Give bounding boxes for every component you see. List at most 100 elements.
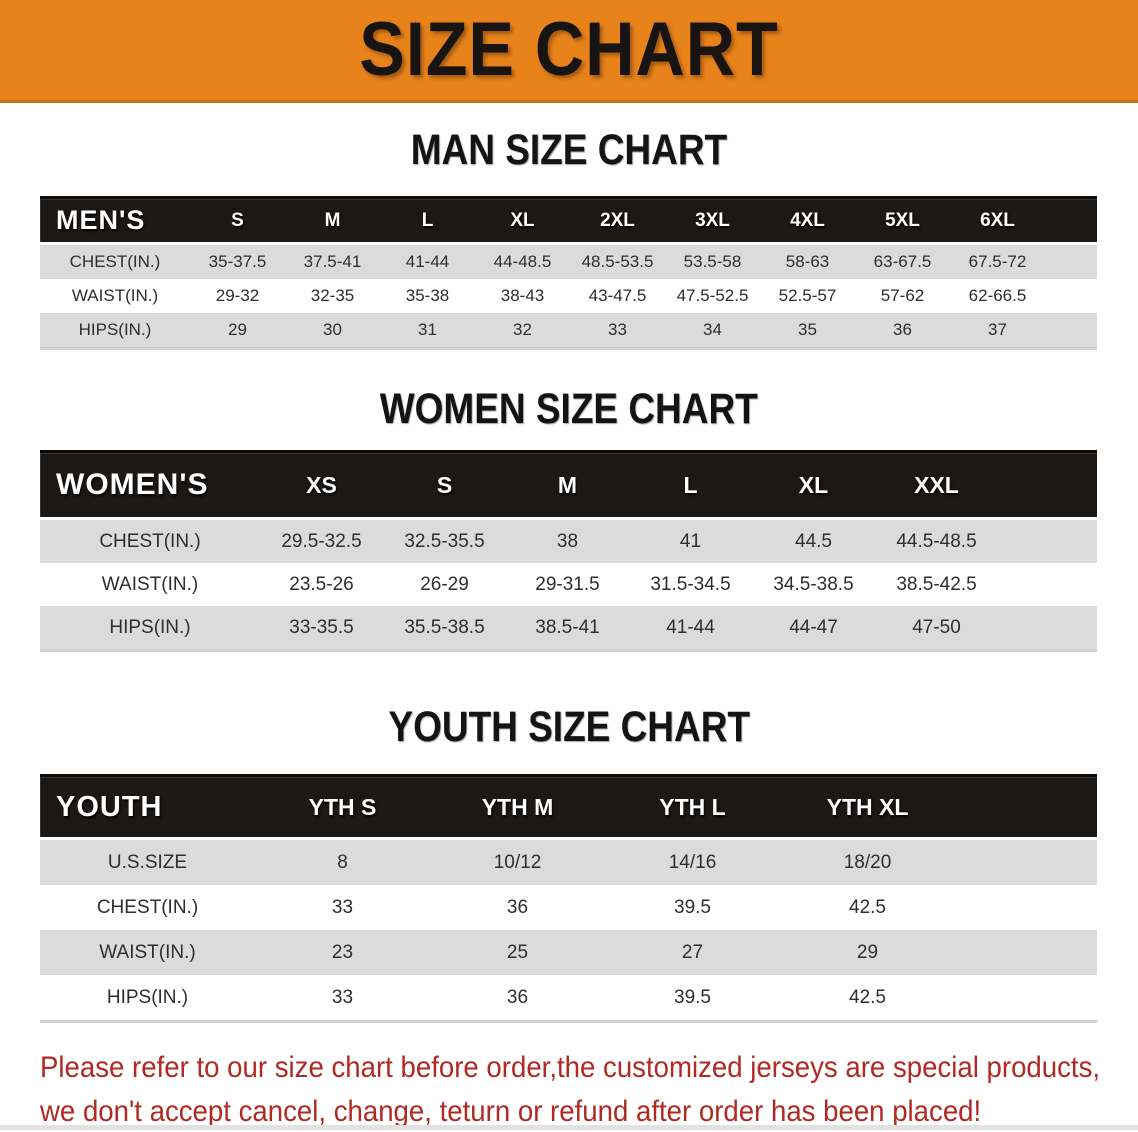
size-column-header: XL (510, 209, 535, 231)
row-label: WAIST(IN.) (99, 941, 196, 963)
table-cell: 57-62 (880, 286, 925, 305)
table-cell: 41 (679, 530, 702, 552)
size-column-header: 2XL (600, 209, 635, 231)
disclaimer-line-2: we don't accept cancel, change, teturn o… (40, 1095, 982, 1128)
table-cell: 44-48.5 (493, 252, 552, 271)
table-cell: 31.5-34.5 (650, 573, 731, 595)
table-cell: 29 (228, 320, 247, 339)
row-label: WAIST(IN.) (71, 286, 159, 305)
table-cell: 30 (323, 320, 342, 339)
table-row: CHEST(IN.) 29.5-32.5 32.5-35.5 38 41 44.5 44.5… (40, 520, 1097, 563)
row-label: HIPS(IN.) (78, 320, 152, 339)
size-column-header: S (231, 209, 244, 231)
men-size-table: MEN'S S M L XL 2XL 3XL 4XL 5XL 6XL CHEST(IN.) 35-37… (40, 196, 1097, 350)
bottom-divider (0, 1125, 1138, 1130)
table-row: WAIST(IN.) 23 25 27 29 (40, 930, 1097, 975)
banner: SIZE CHART (0, 0, 1138, 103)
row-label: WAIST(IN.) (101, 573, 199, 595)
women-size-table: WOMEN'S XS S M L XL XXL CHEST(IN.) 29.5-32.5 32.5… (40, 450, 1097, 652)
table-cell: 39.5 (674, 986, 711, 1008)
table-header-row: WOMEN'S XS S M L XL XXL (40, 450, 1097, 517)
table-cell: 18/20 (843, 851, 892, 873)
size-column-header: S (436, 471, 453, 498)
table-row: HIPS(IN.) 33 36 39.5 42.5 (40, 975, 1097, 1020)
row-label: HIPS(IN.) (106, 986, 189, 1008)
youth-section-heading-text: YOUTH SIZE CHART (388, 703, 750, 751)
table-row: WAIST(IN.) 23.5-26 26-29 29-31.5 31.5-34.5 34… (40, 563, 1097, 606)
table-cell: 36 (506, 896, 529, 918)
table-cell: 32 (513, 320, 532, 339)
table-row: CHEST(IN.) 33 36 39.5 42.5 (40, 885, 1097, 930)
table-cell: 23.5-26 (289, 573, 354, 595)
row-label: CHEST(IN.) (96, 896, 199, 918)
size-column-header: YTH M (481, 793, 554, 820)
row-label: HIPS(IN.) (109, 616, 191, 638)
table-cell: 41-44 (666, 616, 715, 638)
table-cell: 44-47 (789, 616, 838, 638)
table-cell: 38.5-42.5 (896, 573, 977, 595)
table-cell: 29-31.5 (535, 573, 600, 595)
table-row: HIPS(IN.) 33-35.5 35.5-38.5 38.5-41 41-44 44-… (40, 606, 1097, 649)
table-cell: 27 (681, 941, 704, 963)
table-cell: 67.5-72 (968, 252, 1027, 271)
table-cell: 42.5 (849, 896, 886, 918)
size-column-header: YTH XL (826, 793, 909, 820)
size-column-header: 4XL (790, 209, 825, 231)
table-cell: 26-29 (420, 573, 469, 595)
table-cell: 29 (856, 941, 879, 963)
table-cell: 39.5 (674, 896, 711, 918)
women-section-heading: WOMEN SIZE CHART (0, 386, 1138, 432)
table-row: CHEST(IN.) 35-37.5 37.5-41 41-44 44-48.5 48.5… (40, 245, 1097, 279)
size-column-header: 5XL (885, 209, 920, 231)
table-group-label: WOMEN'S (56, 468, 209, 501)
size-column-header: 6XL (980, 209, 1015, 231)
table-cell: 34.5-38.5 (773, 573, 854, 595)
table-cell: 36 (506, 986, 529, 1008)
table-cell: 36 (893, 320, 912, 339)
man-section-heading: MAN SIZE CHART (0, 127, 1138, 173)
size-column-header: XXL (914, 471, 959, 498)
row-label: U.S.SIZE (107, 851, 188, 873)
table-cell: 32.5-35.5 (404, 530, 485, 552)
table-group-label: YOUTH (56, 790, 163, 823)
women-section-heading-text: WOMEN SIZE CHART (379, 385, 758, 433)
table-row: WAIST(IN.) 29-32 32-35 35-38 38-43 43-47.5 47.… (40, 279, 1097, 313)
table-cell: 29-32 (215, 286, 260, 305)
table-cell: 14/16 (668, 851, 717, 873)
table-cell: 42.5 (849, 986, 886, 1008)
disclaimer-text: Please refer to our size chart before or… (40, 1046, 1138, 1132)
table-cell: 35-37.5 (208, 252, 267, 271)
table-cell: 25 (506, 941, 529, 963)
table-cell: 38-43 (500, 286, 545, 305)
table-cell: 47.5-52.5 (676, 286, 749, 305)
size-column-header: L (683, 471, 698, 498)
size-column-header: M (557, 471, 578, 498)
table-cell: 38.5-41 (535, 616, 600, 638)
table-cell: 33 (331, 896, 354, 918)
size-column-header: YTH S (308, 793, 377, 820)
table-cell: 38 (556, 530, 579, 552)
table-row: HIPS(IN.) 29 30 31 32 33 34 35 36 37 (40, 313, 1097, 347)
table-cell: 34 (703, 320, 722, 339)
table-cell: 43-47.5 (588, 286, 647, 305)
table-cell: 47-50 (912, 616, 961, 638)
table-cell: 37 (988, 320, 1007, 339)
table-cell: 35 (798, 320, 817, 339)
table-row: U.S.SIZE 8 10/12 14/16 18/20 (40, 840, 1097, 885)
page-title: SIZE CHART (359, 7, 779, 92)
youth-section-heading: YOUTH SIZE CHART (0, 704, 1138, 750)
table-cell: 37.5-41 (303, 252, 362, 271)
size-column-header: 3XL (695, 209, 730, 231)
table-cell: 62-66.5 (968, 286, 1027, 305)
size-column-header: XL (798, 471, 829, 498)
size-column-header: M (324, 209, 341, 231)
row-label: CHEST(IN.) (69, 252, 161, 271)
row-label: CHEST(IN.) (99, 530, 201, 552)
table-cell: 29.5-32.5 (281, 530, 362, 552)
table-cell: 58-63 (785, 252, 830, 271)
size-column-header: YTH L (659, 793, 726, 820)
table-cell: 10/12 (493, 851, 542, 873)
table-cell: 33 (331, 986, 354, 1008)
table-cell: 23 (331, 941, 354, 963)
man-section-heading-text: MAN SIZE CHART (410, 126, 728, 174)
